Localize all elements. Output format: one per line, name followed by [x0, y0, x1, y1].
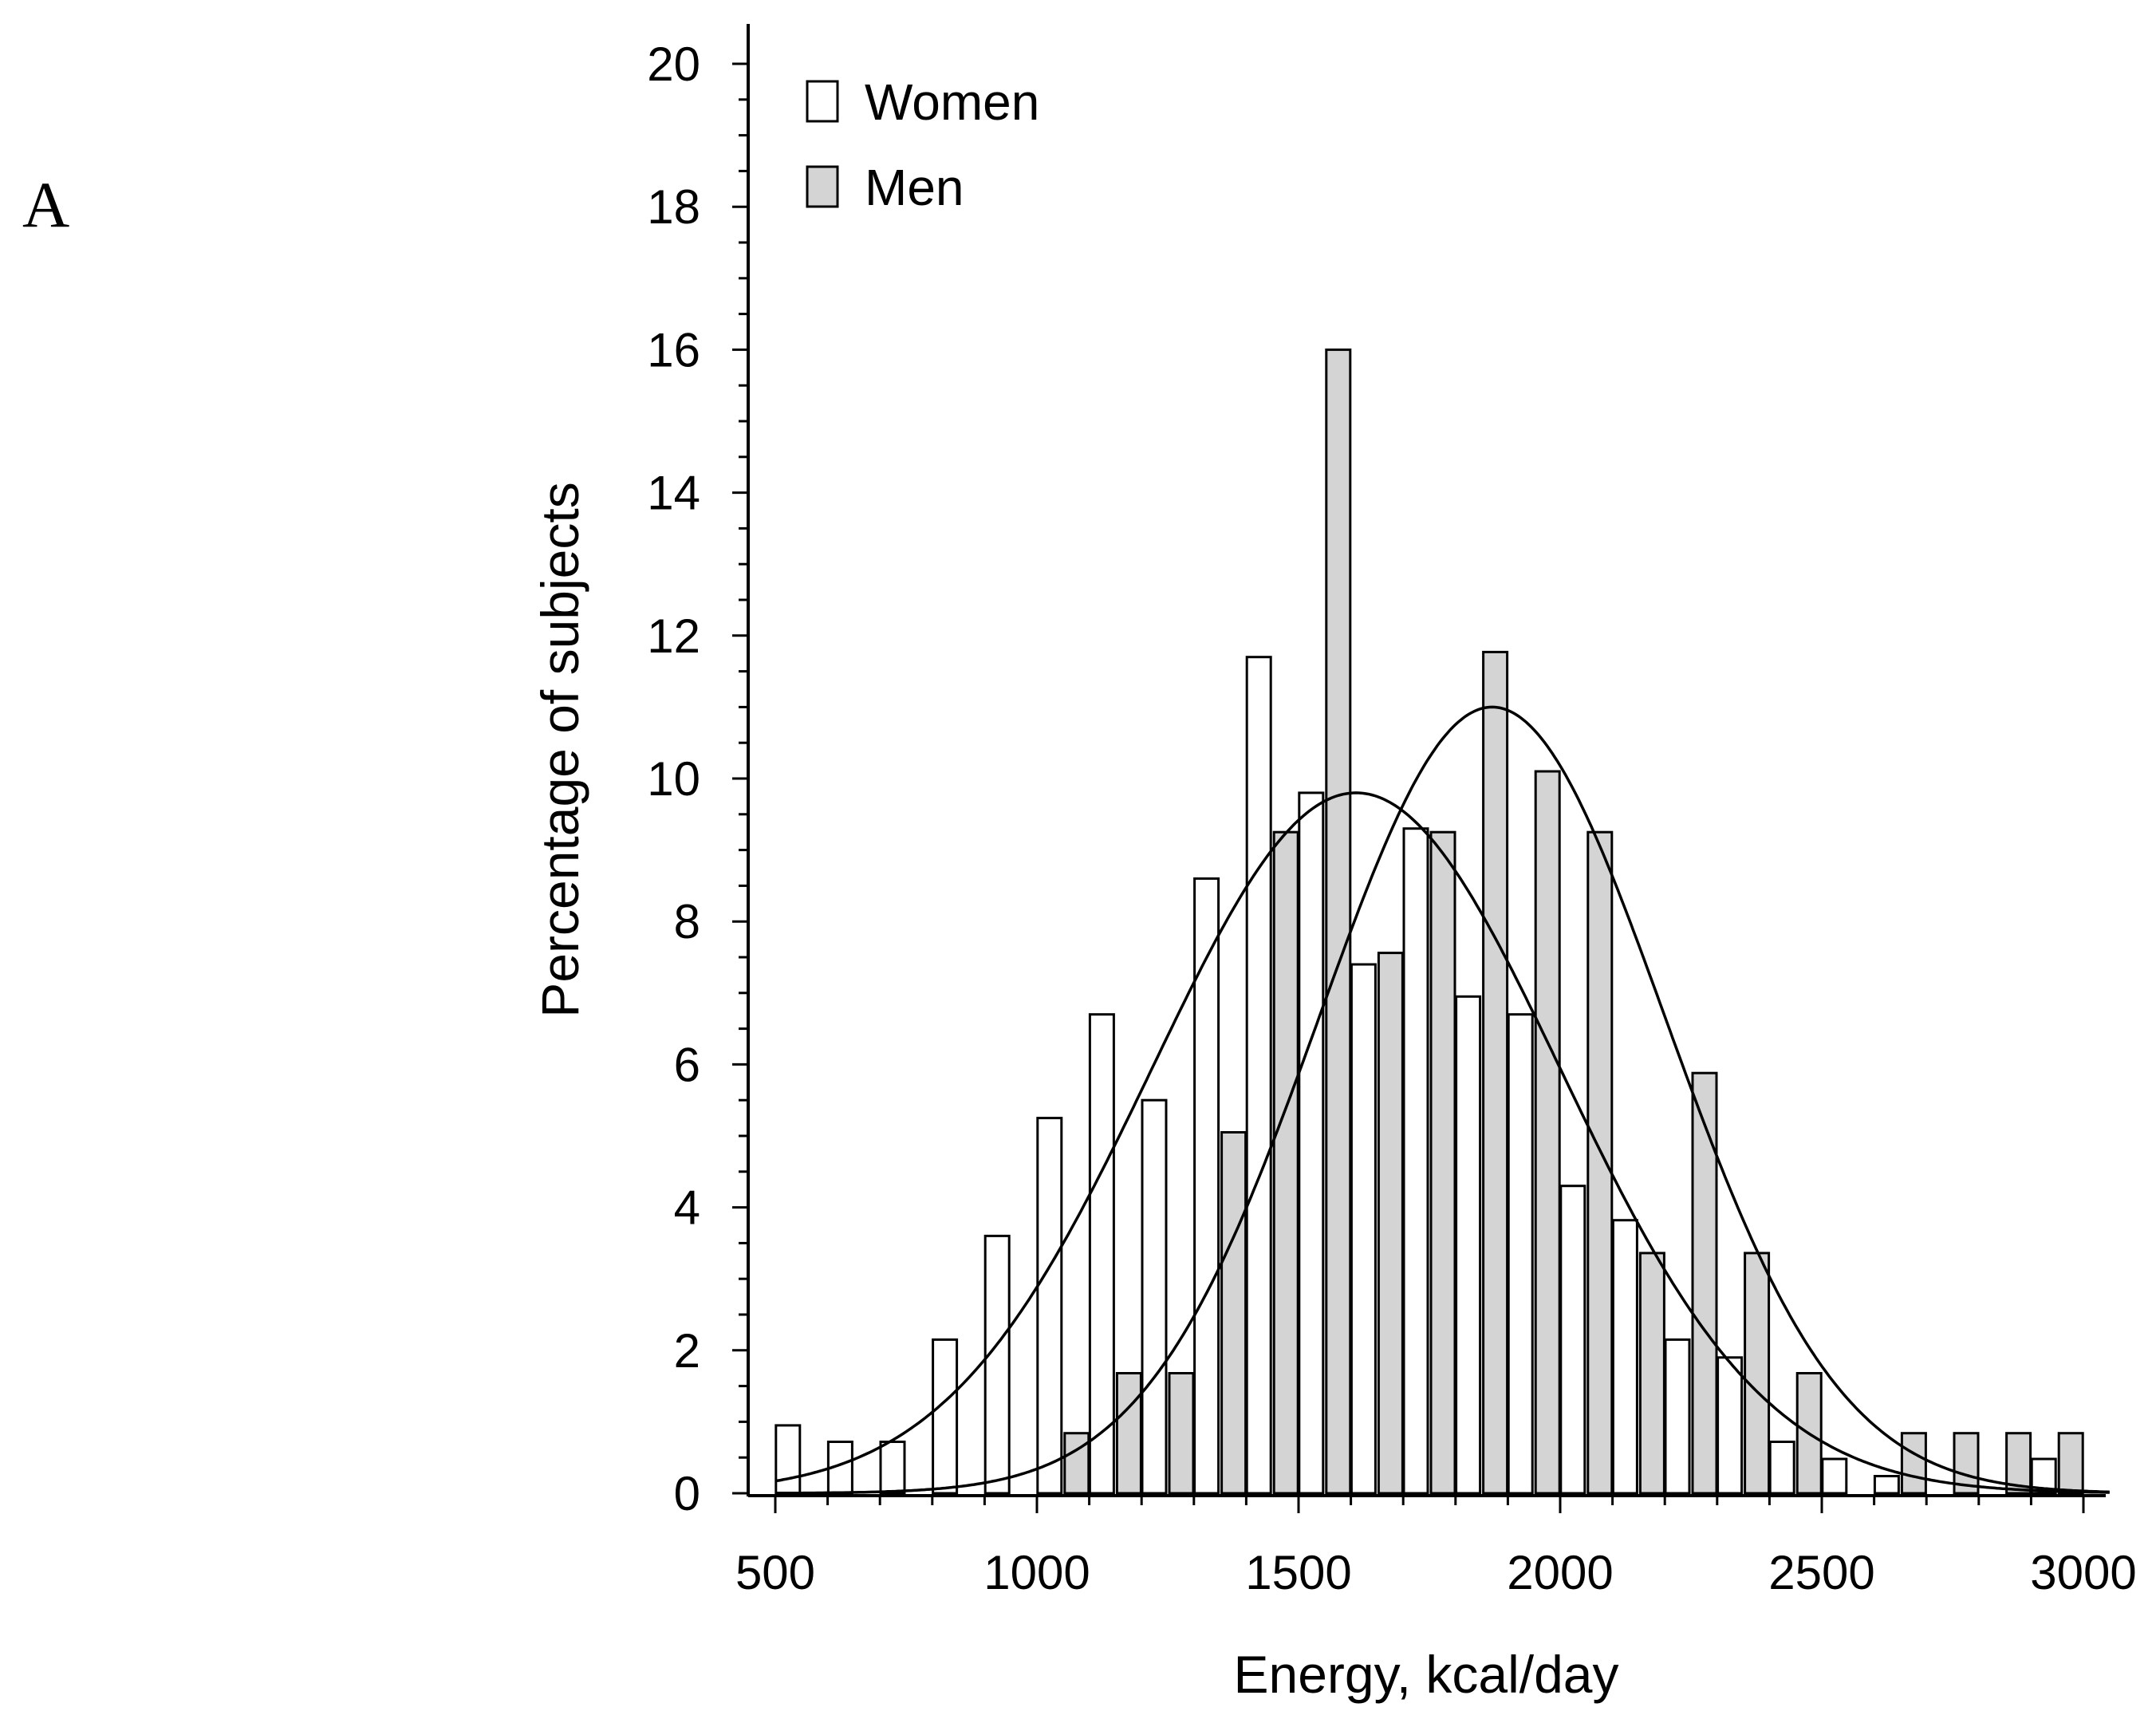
x-tick-label-3000: 3000: [2030, 1546, 2136, 1599]
men-bar-2150: [1638, 1252, 1665, 1495]
men-bar-1050: [1063, 1432, 1090, 1495]
women-bar-850: [932, 1338, 959, 1495]
x-tick-label-500: 500: [735, 1546, 815, 1599]
men-bar-1750: [1429, 830, 1456, 1495]
women-bar-1150: [1088, 1013, 1115, 1495]
men-bar-1950: [1534, 770, 1561, 1495]
men-bar-2250: [1691, 1071, 1718, 1495]
men-bar-1250: [1168, 1372, 1195, 1495]
y-tick-label-16: 16: [647, 323, 700, 377]
x-tick-label-2500: 2500: [1768, 1546, 1874, 1599]
women-bar-1250: [1141, 1098, 1168, 1495]
panel-label-group: A: [22, 168, 69, 241]
y-tick-label-20: 20: [647, 37, 700, 91]
women-bar-750: [879, 1441, 906, 1495]
men-bar-2050: [1586, 830, 1614, 1495]
women-bar-1750: [1402, 827, 1429, 1495]
men-fit-curve: [775, 705, 2110, 1495]
legend-swatch-men: [806, 165, 839, 208]
women-bar-2550: [1821, 1457, 1848, 1495]
women-bar-1850: [1455, 995, 1482, 1495]
men-bar-1150: [1115, 1372, 1142, 1495]
panel-label: A: [22, 168, 69, 241]
men-bar-1850: [1482, 650, 1509, 1495]
legend-swatch-women: [806, 80, 839, 123]
y-tick-label-0: 0: [674, 1467, 700, 1520]
men-bar-1450: [1272, 830, 1299, 1495]
women-bar-2450: [1768, 1441, 1795, 1495]
women-bar-2350: [1717, 1356, 1744, 1495]
men-bar-2650: [1900, 1432, 1927, 1495]
men-bar-1350: [1220, 1131, 1247, 1495]
men-bar-2950: [2057, 1432, 2084, 1495]
women-bar-1950: [1507, 1013, 1534, 1495]
men-bar-1550: [1325, 348, 1352, 1495]
women-bar-550: [775, 1424, 802, 1495]
women-fit-curve: [775, 791, 2110, 1494]
women-bar-2050: [1559, 1185, 1586, 1495]
men-bar-2350: [1744, 1252, 1771, 1495]
women-bar-1450: [1245, 656, 1272, 1495]
women-bar-1550: [1298, 791, 1325, 1495]
x-tick-label-2000: 2000: [1507, 1546, 1613, 1599]
women-bar-950: [983, 1234, 1011, 1495]
legend-label-women: Women: [865, 73, 1039, 131]
y-tick-label-14: 14: [647, 467, 700, 520]
y-axis-title: Percentage of subjects: [530, 482, 589, 1017]
women-bar-2250: [1664, 1338, 1691, 1495]
y-tick-label-10: 10: [647, 752, 700, 806]
legend-label-men: Men: [865, 159, 964, 216]
women-bar-1650: [1350, 963, 1377, 1495]
women-bar-1050: [1036, 1117, 1063, 1495]
y-tick-label-8: 8: [674, 895, 700, 948]
y-tick-label-18: 18: [647, 180, 700, 234]
x-tick-label-1000: 1000: [983, 1546, 1090, 1599]
y-tick-label-4: 4: [674, 1181, 700, 1235]
x-tick-label-1500: 1500: [1245, 1546, 1351, 1599]
x-axis-title: Energy, kcal/day: [1233, 1645, 1618, 1704]
women-bar-2150: [1611, 1219, 1638, 1495]
men-bar-1650: [1377, 952, 1404, 1495]
women-bar-2650: [1873, 1475, 1900, 1495]
women-bar-1350: [1193, 877, 1220, 1495]
y-tick-label-12: 12: [647, 609, 700, 663]
y-tick-label-2: 2: [674, 1324, 700, 1378]
y-tick-label-6: 6: [674, 1038, 700, 1091]
